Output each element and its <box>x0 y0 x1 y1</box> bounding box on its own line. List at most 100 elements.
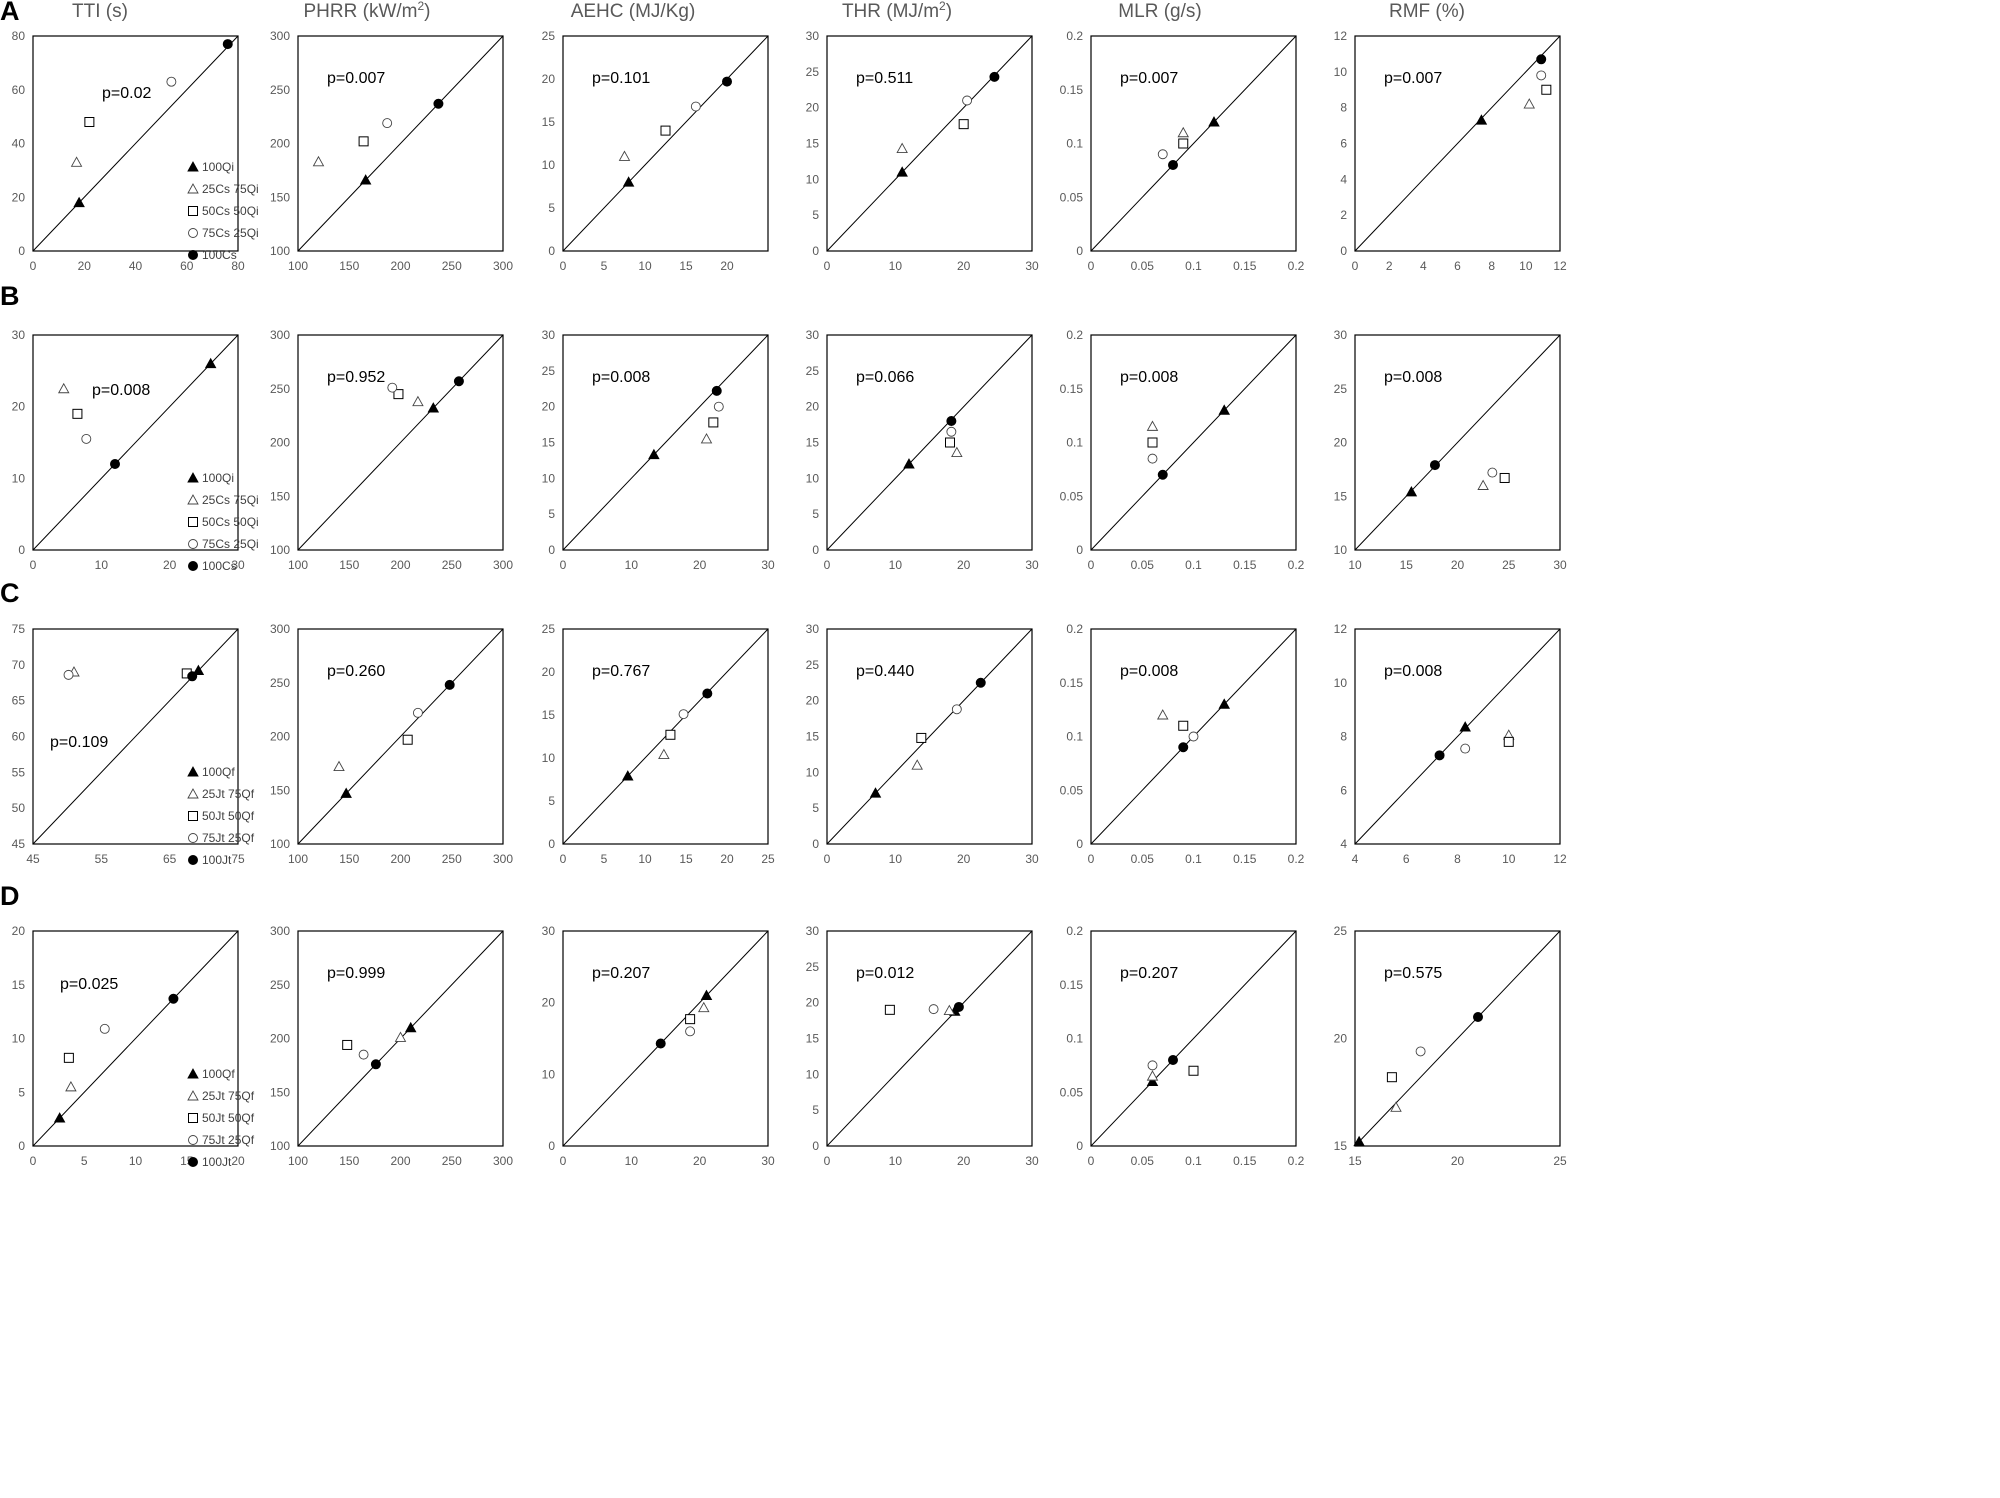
scatter-panel-C6: 4 6 8 10 12 4 6 8 10 12 p=0.008 <box>1334 622 1567 866</box>
x-tick-label: 200 <box>390 1154 410 1168</box>
filled-triangle-point <box>187 766 199 777</box>
scatter-panel-A2: 100 150 200 250 300 100 150 200 250 300 p=0.007 <box>270 29 513 273</box>
y-tick-label: 5 <box>812 801 819 815</box>
y-tick-label: 0 <box>548 543 555 557</box>
identity-line <box>1090 334 1297 551</box>
open-square-point <box>84 117 95 127</box>
x-tick-label: 15 <box>1348 1154 1362 1168</box>
identity-line <box>297 35 504 252</box>
x-tick-label: 250 <box>442 259 462 273</box>
open-square-point <box>1499 472 1510 483</box>
x-tick-label: 5 <box>601 259 608 273</box>
open-triangle-point <box>65 1080 77 1092</box>
open-square-point <box>685 1014 696 1025</box>
y-tick-label: 0 <box>1076 244 1083 258</box>
x-tick-label: 0.2 <box>1288 558 1305 572</box>
legend-entry: 100Cs <box>202 248 237 262</box>
x-tick-label: 200 <box>390 558 410 572</box>
filled-circle-point <box>168 993 179 1004</box>
open-square-point <box>188 1113 198 1123</box>
identity-line <box>1090 930 1297 1147</box>
scatter-panel-A5: 0 0.05 0.1 0.15 0.2 0 0.05 0.1 0.15 0.2 p=0.007 <box>1060 29 1305 273</box>
x-tick-label: 20 <box>957 1154 971 1168</box>
x-tick-label: 0 <box>560 558 567 572</box>
filled-circle-point <box>188 561 198 571</box>
y-tick-label: 250 <box>270 676 290 690</box>
y-tick-label: 20 <box>1334 1032 1348 1046</box>
y-tick-label: 200 <box>270 137 290 151</box>
legend: 100Qi 25Cs 75Qi 50Cs 50Qi 75Cs 25Qi 100Cs <box>187 160 259 262</box>
filled-triangle-point <box>192 664 205 676</box>
x-tick-label: 0 <box>30 1154 37 1168</box>
open-circle-point <box>1157 149 1168 160</box>
y-tick-label: 0 <box>1076 1139 1083 1153</box>
open-square-point <box>660 125 671 136</box>
filled-circle-point <box>1168 1055 1178 1065</box>
plot-frame <box>562 35 769 252</box>
y-tick-label: 30 <box>806 29 820 43</box>
open-triangle-point <box>1523 98 1536 109</box>
y-tick-label: 10 <box>542 751 556 765</box>
x-tick-label: 250 <box>442 1154 462 1168</box>
y-tick-label: 300 <box>270 622 290 636</box>
legend-entry: 100Jt <box>202 853 232 867</box>
open-circle-point <box>188 1135 198 1145</box>
plot-frame <box>1090 930 1297 1147</box>
y-tick-label: 55 <box>12 765 26 779</box>
row-label: C <box>0 578 20 608</box>
plot-frame <box>297 628 504 845</box>
open-circle-point <box>412 707 423 718</box>
x-tick-label: 30 <box>761 1154 775 1168</box>
y-tick-label: 10 <box>542 471 556 485</box>
p-value-label: p=0.109 <box>50 734 108 751</box>
row-label: B <box>0 281 20 311</box>
filled-circle-point <box>989 71 1000 82</box>
y-tick-label: 10 <box>806 1067 820 1081</box>
scatter-panel-A3: 0 5 10 15 20 0 5 10 15 20 25 p=0.101 <box>542 29 769 273</box>
filled-triangle-point <box>204 357 217 369</box>
y-tick-label: 5 <box>812 507 819 521</box>
x-tick-label: 15 <box>679 852 693 866</box>
x-tick-label: 30 <box>1025 558 1039 572</box>
open-triangle-point <box>1390 1101 1402 1112</box>
open-circle-point <box>382 118 393 129</box>
open-circle-point <box>1147 453 1158 464</box>
x-tick-label: 0.15 <box>1233 259 1257 273</box>
x-tick-label: 10 <box>129 1154 143 1168</box>
y-tick-label: 15 <box>1334 489 1348 503</box>
p-value-label: p=0.952 <box>327 369 385 386</box>
x-tick-label: 20 <box>693 558 707 572</box>
x-tick-label: 0.15 <box>1233 1154 1257 1168</box>
x-tick-label: 30 <box>1025 852 1039 866</box>
identity-line <box>32 628 239 845</box>
p-value-label: p=0.025 <box>60 976 118 993</box>
x-tick-label: 20 <box>720 852 734 866</box>
open-square-point <box>72 408 83 419</box>
y-tick-label: 15 <box>806 730 820 744</box>
filled-circle-point <box>946 416 957 426</box>
x-tick-label: 20 <box>1451 1154 1465 1168</box>
identity-line <box>32 35 239 252</box>
plot-frame <box>32 35 239 252</box>
x-tick-label: 65 <box>163 852 177 866</box>
scatter-panel-D6: 15 20 25 15 20 25 p=0.575 <box>1334 924 1567 1168</box>
open-square-point <box>63 1052 74 1063</box>
y-tick-label: 0 <box>18 543 25 557</box>
y-tick-label: 20 <box>12 400 26 414</box>
y-tick-label: 15 <box>806 137 820 151</box>
column-title: PHRR (kW/m2) <box>304 0 431 22</box>
filled-circle-point <box>1178 742 1189 753</box>
x-tick-label: 10 <box>638 852 652 866</box>
open-circle-point <box>81 433 92 444</box>
scatter-panel-D2: 100 150 200 250 300 100 150 200 250 300 p=0.999 <box>270 924 513 1168</box>
open-square-point <box>945 437 955 448</box>
plot-frame <box>1090 35 1297 252</box>
filled-triangle-point <box>187 1068 199 1079</box>
y-tick-label: 15 <box>542 436 556 450</box>
plot-frame <box>32 334 239 551</box>
plot-frame <box>32 628 239 845</box>
x-tick-label: 200 <box>390 852 410 866</box>
column-title-superscript: 2 <box>417 0 424 13</box>
y-tick-label: 25 <box>542 364 556 378</box>
